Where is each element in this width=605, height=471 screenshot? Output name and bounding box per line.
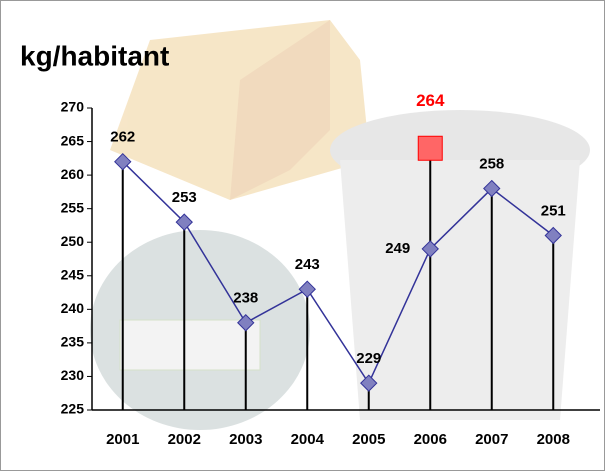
marker	[175, 213, 193, 231]
marker	[421, 240, 439, 258]
bg-lid	[330, 110, 590, 190]
y-tick-label: 260	[61, 166, 85, 182]
y-tick-label: 225	[61, 401, 85, 417]
y-tick-label: 245	[61, 266, 85, 282]
bg-box	[110, 20, 370, 200]
series-line	[122, 161, 554, 385]
marker	[114, 152, 132, 171]
value-label: 249	[385, 240, 410, 257]
value-label: 243	[295, 256, 320, 273]
x-tick-label: 2006	[414, 431, 447, 448]
bg-bin	[340, 160, 580, 420]
y-tick-label: 265	[61, 132, 85, 148]
value-label: 264	[416, 91, 445, 110]
marker	[298, 280, 316, 298]
y-tick-label: 255	[61, 199, 85, 215]
x-tick-label: 2004	[291, 431, 325, 448]
x-tick-label: 2007	[475, 431, 508, 448]
background-art	[90, 20, 590, 430]
value-label: 251	[541, 202, 566, 219]
bg-box-side	[230, 20, 330, 200]
bg-label	[119, 319, 261, 371]
chart-title: kg/habitant	[20, 40, 169, 71]
marker	[544, 226, 562, 245]
x-tick-label: 2002	[168, 431, 201, 448]
x-tick-label: 2008	[537, 431, 570, 448]
bg-bag	[90, 230, 310, 430]
y-tick-label: 240	[61, 300, 85, 316]
value-label: 238	[233, 290, 258, 307]
x-tick-label: 2001	[106, 431, 139, 448]
x-tick-label: 2003	[229, 431, 262, 448]
y-tick-label: 270	[61, 99, 85, 115]
marker	[417, 135, 443, 161]
y-tick-label: 250	[61, 233, 85, 249]
value-label: 229	[356, 350, 381, 367]
marker	[483, 179, 501, 198]
value-label: 258	[479, 156, 504, 173]
x-tick-label: 2005	[352, 431, 385, 448]
y-tick-label: 235	[61, 334, 85, 350]
marker	[237, 314, 255, 332]
marker	[360, 374, 378, 392]
y-tick-label: 230	[61, 367, 85, 383]
value-label: 253	[172, 189, 197, 206]
value-label: 262	[110, 129, 135, 146]
